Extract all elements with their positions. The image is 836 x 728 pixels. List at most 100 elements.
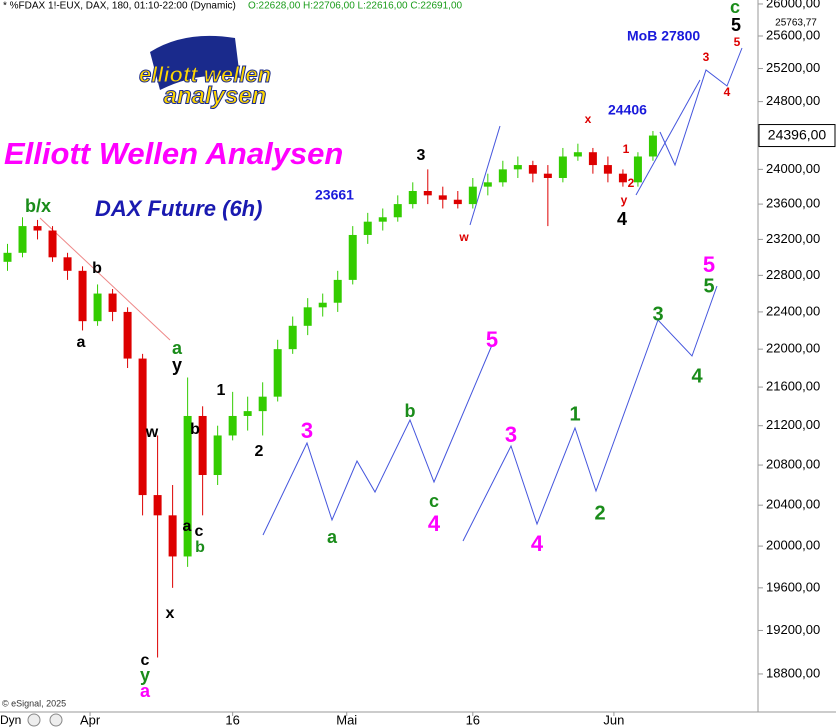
logo-text: analysen	[164, 82, 267, 109]
candle-body	[333, 279, 342, 303]
nav-buttons	[27, 713, 63, 727]
nav-button[interactable]	[27, 713, 41, 727]
y-tick-label: 22000,00	[766, 341, 820, 356]
header-symbol: * %FDAX 1!-EUX, DAX, 180, 01:10-22:00 (D…	[3, 1, 236, 12]
logo-text: elliott wellen	[139, 62, 271, 87]
chart-subtitle: DAX Future (6h)	[95, 196, 262, 221]
wave-label: a	[327, 527, 338, 547]
wave-label: a	[183, 518, 192, 535]
wave-label: x	[166, 605, 175, 622]
nav-button[interactable]	[49, 713, 63, 727]
wave-label: 1	[217, 382, 226, 399]
wave-label: 5	[734, 35, 741, 49]
last-price-label: 24396,00	[768, 126, 827, 142]
candle-body	[393, 204, 402, 218]
y-tick-label: 21200,00	[766, 417, 820, 432]
wave-label: 5	[703, 252, 715, 277]
candle-body	[123, 311, 132, 359]
wave-label: c	[141, 652, 150, 669]
projection-line	[635, 79, 701, 196]
candle-body	[453, 199, 462, 205]
candle-body	[648, 135, 657, 157]
candle-body	[303, 307, 312, 326]
candle-body	[468, 186, 477, 205]
wave-label: b/x	[25, 196, 51, 216]
wave-label: 4	[428, 511, 441, 536]
wave-label: y	[140, 665, 150, 685]
x-tick-label: Jun	[603, 712, 624, 727]
wave-label: 2	[255, 443, 264, 460]
last-price-box	[758, 124, 836, 148]
wave-label: 4	[531, 531, 544, 556]
candle-body	[483, 182, 492, 187]
candle-body	[288, 325, 297, 350]
candles	[3, 130, 657, 658]
candle-body	[423, 191, 432, 196]
wave-label: 5	[703, 275, 714, 297]
candle-body	[273, 349, 282, 397]
wave-label: y	[621, 193, 628, 207]
x-tick-label: 16	[225, 712, 239, 727]
wave-label: 4	[617, 209, 627, 229]
candle-body	[543, 173, 552, 178]
wave-label: 2	[628, 176, 635, 190]
wave-label: w	[145, 424, 159, 441]
wave-label: 1	[623, 142, 630, 156]
candle-body	[603, 165, 612, 174]
candle-body	[18, 226, 27, 253]
projection-line	[659, 47, 743, 167]
candle-body	[228, 415, 237, 436]
wave-label: 5	[486, 327, 498, 352]
candle-body	[633, 156, 642, 183]
candle-body	[153, 495, 162, 516]
candle-body	[198, 415, 207, 476]
y-tick-label: 19600,00	[766, 579, 820, 594]
wave-label: b	[405, 401, 416, 421]
y-tick-label: 20000,00	[766, 538, 820, 553]
candle-body	[108, 293, 117, 312]
candle-body	[258, 396, 267, 412]
wave-label: 4	[691, 365, 703, 387]
candle-body	[363, 221, 372, 235]
projection-line	[262, 344, 493, 536]
projection-line	[462, 285, 718, 542]
logo-flag	[150, 35, 240, 90]
y-tick-label: 20400,00	[766, 497, 820, 512]
candle-body	[78, 270, 87, 322]
y-tick-label: 24000,00	[766, 161, 820, 176]
y-tick-label: 23200,00	[766, 231, 820, 246]
wave-label: y	[172, 355, 182, 375]
candle-body	[528, 165, 537, 174]
candle-body	[378, 217, 387, 222]
y-tick-label: 26000,00	[766, 0, 820, 10]
y-tick-label: 22800,00	[766, 267, 820, 282]
wave-label: w	[458, 230, 469, 244]
candle-body	[573, 152, 582, 157]
wave-label: b	[190, 421, 200, 438]
wave-label: 4	[724, 85, 731, 99]
wave-label: a	[172, 338, 183, 358]
wave-label: 3	[652, 303, 663, 325]
candle-body	[318, 302, 327, 308]
candle-body	[213, 435, 222, 476]
wave-label: 5	[731, 15, 741, 35]
y-tick-label: 23600,00	[766, 196, 820, 211]
annotation: MoB 27800	[627, 28, 700, 44]
channel-line	[469, 125, 501, 226]
copyright: © eSignal, 2025	[2, 698, 66, 708]
candle-body	[348, 234, 357, 280]
candle-body	[183, 415, 192, 557]
candle-body	[48, 230, 57, 258]
y-tick-label: 21600,00	[766, 379, 820, 394]
wave-label: a	[140, 681, 151, 701]
header-ohlc: O:22628,00 H:22706,00 L:22616,00 C:22691…	[248, 1, 463, 12]
wave-label: c	[730, 0, 740, 17]
candle-body	[93, 293, 102, 322]
wave-label: 3	[301, 418, 313, 443]
wave-label: a	[77, 334, 86, 351]
y-tick-label: 24800,00	[766, 93, 820, 108]
y-tick-label: 19200,00	[766, 622, 820, 637]
